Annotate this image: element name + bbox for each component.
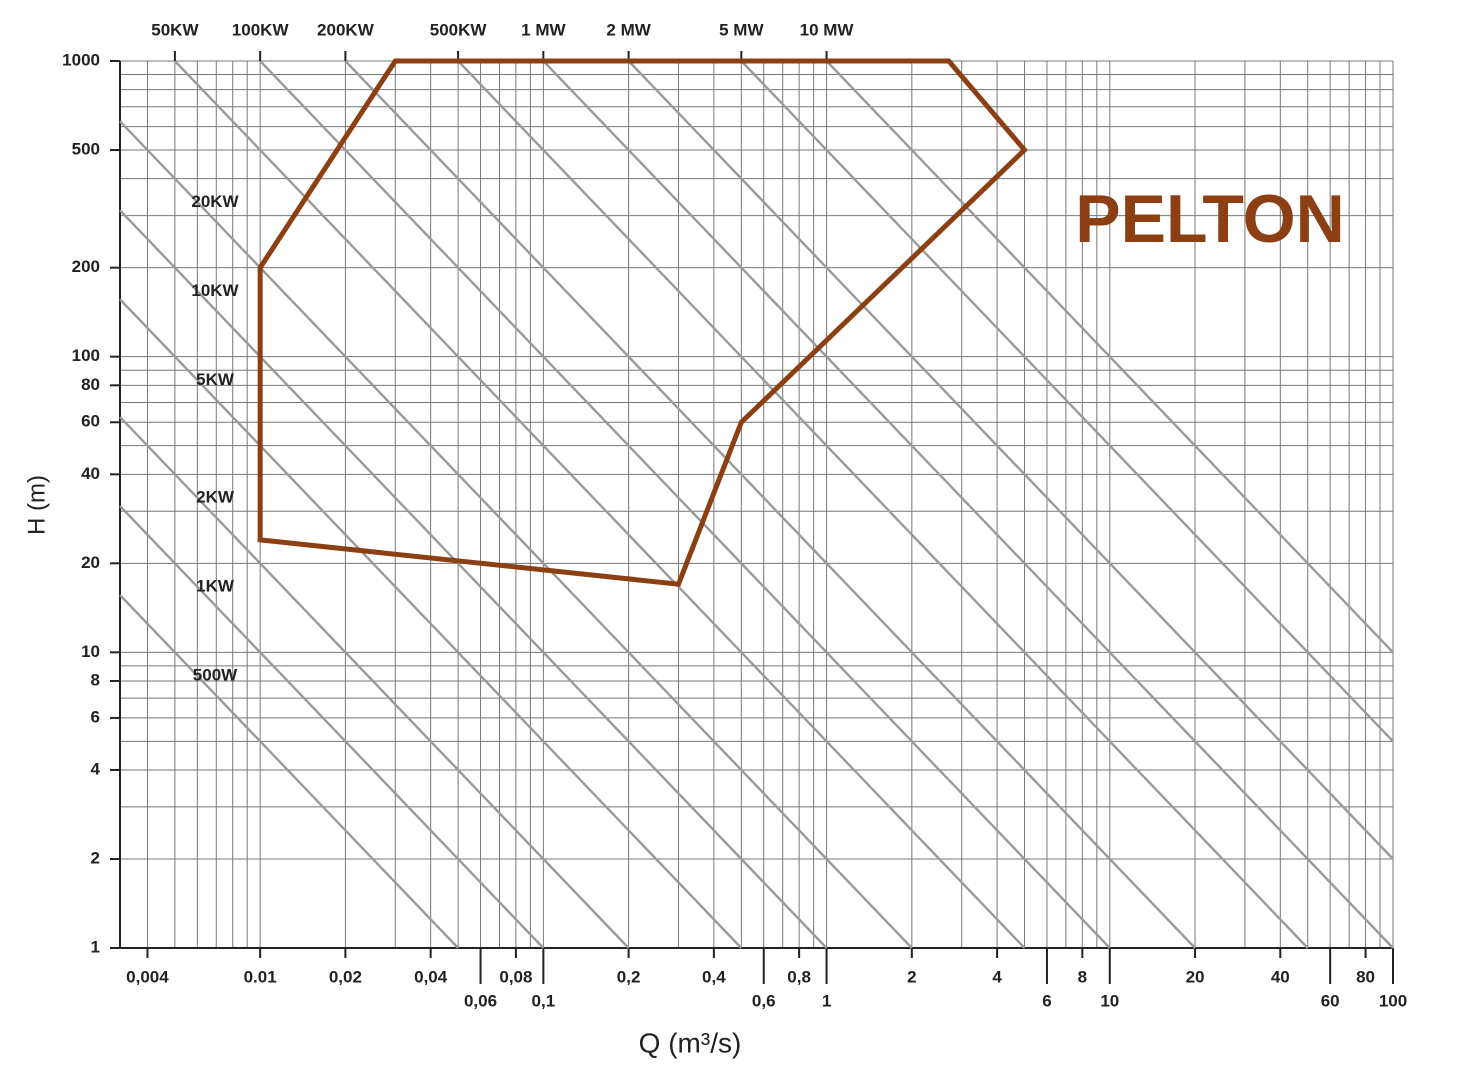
x-tick-label: 0,06: [464, 991, 497, 1010]
x-tick-label: 0,004: [126, 967, 169, 986]
power-line: [825, 60, 1394, 654]
power-label: 5 MW: [719, 20, 764, 39]
y-tick-label: 8: [91, 670, 100, 689]
x-tick-label: 40: [1271, 967, 1290, 986]
y-tick-label: 500: [72, 139, 100, 158]
x-tick-label: 0,04: [414, 967, 448, 986]
x-tick-label: 6: [1042, 991, 1051, 1010]
power-label: 200KW: [317, 20, 375, 39]
x-tick-label: 0,02: [329, 967, 362, 986]
x-tick-label: 0,6: [752, 991, 776, 1010]
power-label: 1 MW: [521, 20, 566, 39]
power-label: 2KW: [196, 488, 235, 507]
y-tick-label: 20: [81, 553, 100, 572]
x-tick-label: 0,1: [532, 991, 556, 1010]
power-line: [119, 120, 913, 949]
x-tick-label: 0,08: [499, 967, 532, 986]
y-tick-label: 1: [91, 937, 100, 956]
power-line: [119, 594, 459, 949]
x-tick-label: 80: [1356, 967, 1375, 986]
x-tick-label: 60: [1321, 991, 1340, 1010]
x-tick-label: 0,2: [617, 967, 641, 986]
x-tick-label: 20: [1186, 967, 1205, 986]
y-tick-label: 60: [81, 412, 100, 431]
power-label: 10 MW: [800, 20, 855, 39]
x-tick-label: 10: [1100, 991, 1119, 1010]
y-tick-label: 1000: [62, 50, 100, 69]
y-tick-label: 200: [72, 257, 100, 276]
power-label: 10KW: [191, 281, 239, 300]
power-line: [119, 209, 828, 949]
power-label: 500KW: [430, 20, 488, 39]
power-line: [174, 60, 1026, 949]
power-line: [119, 505, 545, 949]
y-tick-label: 4: [91, 759, 101, 778]
pelton-region: [257, 58, 1028, 587]
x-tick-label: 0.01: [244, 967, 277, 986]
power-label: 5KW: [196, 370, 235, 389]
x-tick-label: 4: [992, 967, 1002, 986]
y-tick-label: 80: [81, 375, 100, 394]
x-tick-label: 1: [822, 991, 831, 1010]
power-line: [542, 60, 1394, 949]
x-tick-label: 2: [907, 967, 916, 986]
power-line: [344, 60, 1196, 949]
y-tick-label: 2: [91, 848, 100, 867]
power-line: [119, 416, 630, 949]
x-tick-label: 0,8: [787, 967, 811, 986]
power-line: [627, 60, 1394, 860]
y-tick-label: 100: [72, 346, 100, 365]
region-label: PELTON: [1075, 181, 1345, 257]
y-axis-title: H (m): [23, 475, 50, 535]
y-tick-label: 6: [91, 707, 100, 726]
power-label: 2 MW: [606, 20, 651, 39]
x-tick-label: 0,4: [702, 967, 726, 986]
x-tick-label: 8: [1078, 967, 1087, 986]
power-label: 1KW: [196, 577, 235, 596]
power-line: [457, 60, 1309, 949]
y-tick-label: 10: [81, 642, 100, 661]
power-label: 50KW: [151, 20, 199, 39]
power-line: [740, 60, 1394, 743]
power-label: 20KW: [191, 192, 239, 211]
power-line: [119, 298, 743, 949]
power-line: [259, 60, 1111, 949]
power-label: 100KW: [232, 20, 290, 39]
power-label: 500W: [193, 666, 238, 685]
y-tick-label: 40: [81, 464, 100, 483]
x-axis-title: Q (m³/s): [639, 1027, 742, 1058]
x-tick-label: 100: [1379, 991, 1407, 1010]
